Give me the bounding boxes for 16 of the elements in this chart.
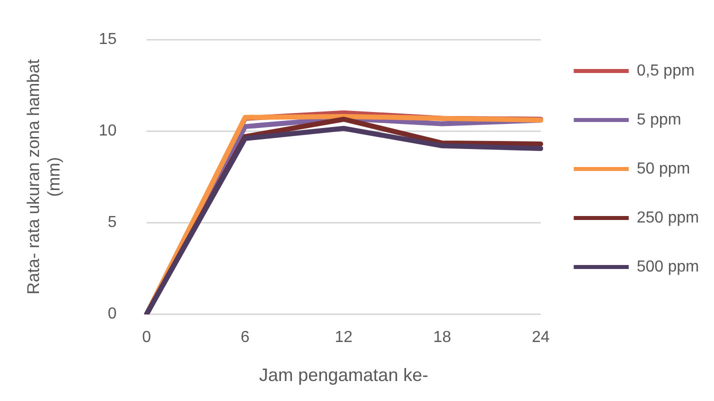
legend-label: 50 ppm: [636, 160, 690, 178]
y-axis-title: Rata- rata ukuran zona hambat (mm): [24, 58, 64, 295]
legend-label: 500 ppm: [636, 258, 699, 276]
y-tick-label: 15: [98, 31, 117, 48]
x-tick-label: 0: [142, 329, 152, 346]
x-tick-label: 24: [532, 329, 550, 346]
y-tick-label: 5: [108, 214, 117, 232]
x-tick-label: 12: [334, 329, 353, 346]
legend-label: 0,5 ppm: [636, 62, 695, 80]
x-tick-label: 6: [240, 329, 250, 346]
legend-label: 5 ppm: [636, 111, 682, 128]
y-tick-label: 0: [108, 306, 117, 323]
x-tick-label: 18: [433, 329, 452, 346]
legend-label: 250 ppm: [636, 209, 699, 226]
x-axis-title: Jam pengamatan ke-: [259, 365, 428, 386]
y-tick-label: 10: [98, 122, 117, 140]
